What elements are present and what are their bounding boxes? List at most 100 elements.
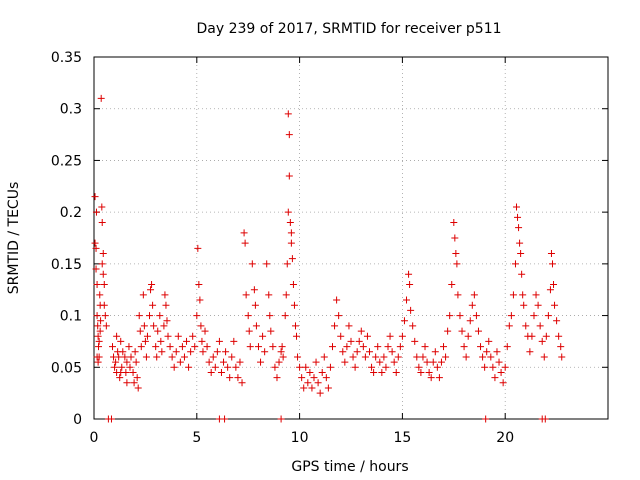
data-point	[126, 363, 134, 371]
data-point	[322, 374, 330, 382]
data-point	[211, 363, 219, 371]
data-point	[296, 363, 304, 371]
y-tick-label: 0.25	[51, 153, 82, 169]
data-point	[123, 379, 131, 387]
data-point	[166, 343, 174, 351]
data-point	[435, 374, 443, 382]
data-point	[444, 327, 452, 335]
data-point	[388, 348, 396, 356]
data-point	[91, 239, 99, 247]
data-point	[112, 358, 120, 366]
data-point	[542, 332, 550, 340]
data-point	[230, 337, 238, 345]
data-point	[417, 368, 425, 376]
data-point	[405, 270, 413, 278]
data-point	[302, 363, 310, 371]
data-point	[92, 265, 100, 273]
data-point	[318, 368, 326, 376]
data-point	[132, 358, 140, 366]
x-tick-label: 10	[291, 430, 309, 446]
data-point	[139, 291, 147, 299]
x-axis-title: GPS time / hours	[291, 459, 408, 475]
data-point	[107, 415, 115, 423]
data-point	[392, 368, 400, 376]
data-point	[209, 353, 217, 361]
data-point	[378, 368, 386, 376]
data-point	[423, 358, 431, 366]
data-point	[341, 358, 349, 366]
data-point	[485, 337, 493, 345]
data-point	[97, 94, 105, 102]
data-point	[161, 291, 169, 299]
data-point	[93, 353, 101, 361]
data-point	[470, 291, 478, 299]
data-point	[275, 358, 283, 366]
data-point	[285, 172, 293, 180]
data-point	[372, 353, 380, 361]
chart-title: Day 239 of 2017, SRMTID for receiver p51…	[196, 21, 501, 37]
data-point	[481, 363, 489, 371]
data-point	[497, 368, 505, 376]
data-point	[536, 322, 544, 330]
data-point	[351, 363, 359, 371]
data-point	[284, 110, 292, 118]
data-point	[286, 218, 294, 226]
data-point	[232, 363, 240, 371]
data-point	[550, 281, 558, 289]
data-point	[160, 322, 168, 330]
data-point	[374, 343, 382, 351]
data-point	[99, 270, 107, 278]
data-point	[324, 384, 332, 392]
data-point	[400, 317, 408, 325]
y-tick-label: 0.05	[51, 360, 82, 376]
data-point	[501, 363, 509, 371]
data-point	[242, 291, 250, 299]
data-point	[113, 332, 121, 340]
data-point	[287, 229, 295, 237]
data-point	[164, 332, 172, 340]
data-point	[176, 358, 184, 366]
data-point	[288, 255, 296, 263]
x-tick-label: 15	[393, 430, 411, 446]
data-point	[271, 363, 279, 371]
data-point	[483, 348, 491, 356]
data-point	[518, 270, 526, 278]
data-point	[147, 286, 155, 294]
data-point	[513, 203, 521, 211]
data-point	[489, 363, 497, 371]
data-point	[277, 415, 285, 423]
data-point	[294, 353, 302, 361]
data-point	[273, 374, 281, 382]
data-point	[335, 312, 343, 320]
data-point	[157, 337, 165, 345]
data-point	[129, 368, 137, 376]
data-point	[382, 363, 390, 371]
data-point	[343, 343, 351, 351]
data-point	[93, 281, 101, 289]
y-axis-title: SRMTID / TECUs	[6, 182, 22, 295]
data-point	[472, 312, 480, 320]
data-point	[386, 332, 394, 340]
data-point	[118, 363, 126, 371]
data-point	[411, 337, 419, 345]
data-point	[238, 379, 246, 387]
data-point	[452, 250, 460, 258]
data-point	[406, 281, 414, 289]
data-point	[217, 368, 225, 376]
data-point	[304, 379, 312, 387]
y-tick-label: 0.3	[60, 102, 82, 118]
data-point	[437, 358, 445, 366]
data-point	[241, 239, 249, 247]
data-point	[149, 301, 157, 309]
data-point	[427, 374, 435, 382]
data-point	[252, 322, 260, 330]
data-point	[339, 348, 347, 356]
data-point	[134, 384, 142, 392]
data-point	[551, 301, 559, 309]
data-point	[538, 337, 546, 345]
data-point	[207, 368, 215, 376]
data-point	[240, 229, 248, 237]
data-point	[198, 337, 206, 345]
data-point	[333, 296, 341, 304]
data-point	[245, 327, 253, 335]
